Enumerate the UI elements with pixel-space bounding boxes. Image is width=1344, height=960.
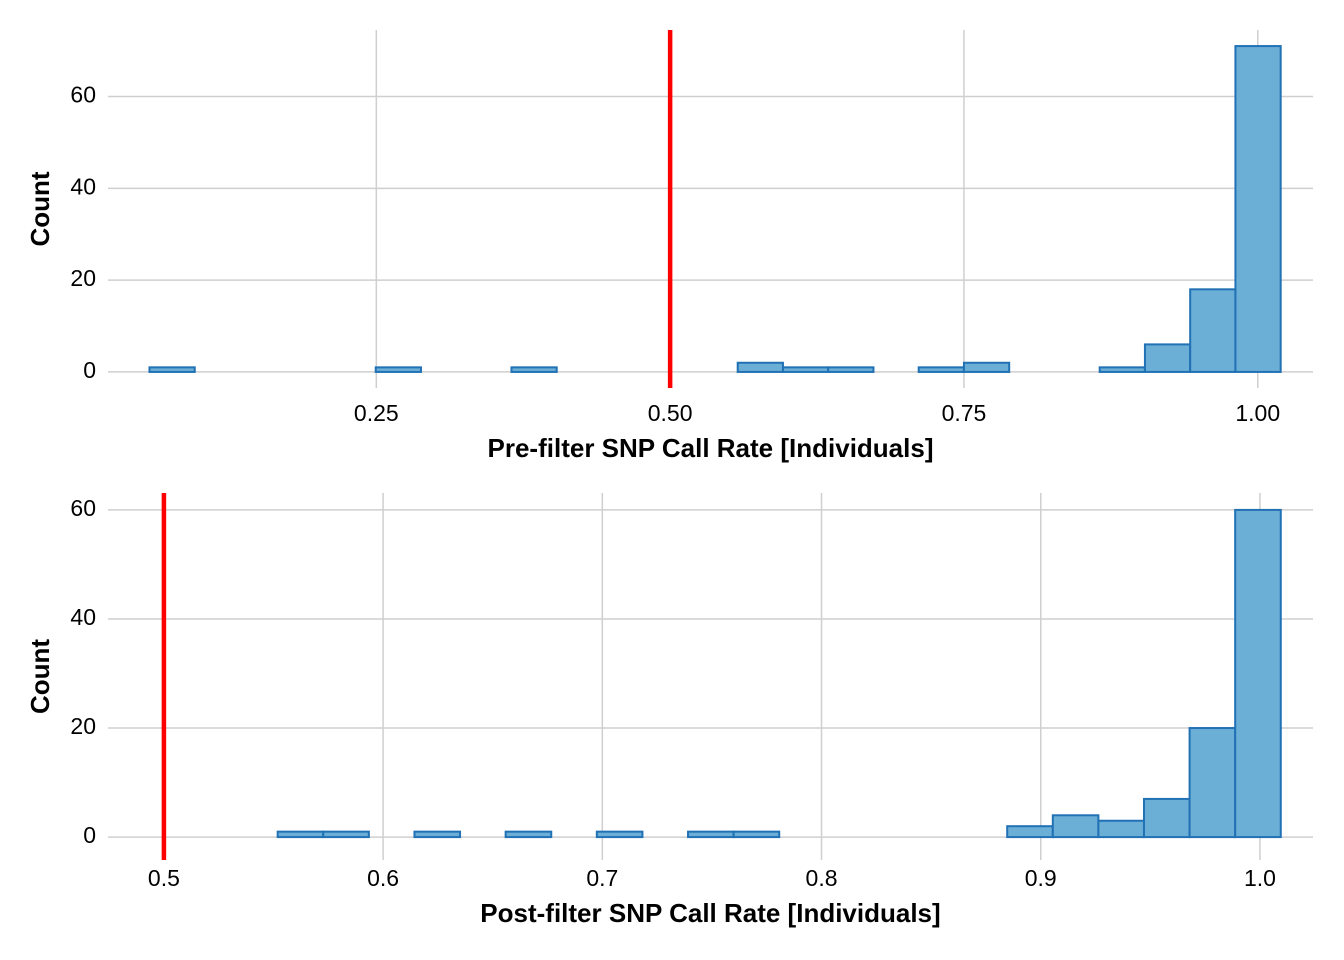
histogram-bar xyxy=(732,830,781,839)
x-tick-label: 0.5 xyxy=(148,865,180,891)
y-tick-label: 60 xyxy=(70,82,96,108)
x-tick-label: 0.6 xyxy=(367,865,399,891)
y-tick-label: 0 xyxy=(83,357,96,383)
histogram-bar xyxy=(322,830,370,839)
histogram-bar xyxy=(1097,819,1145,839)
histogram-bar xyxy=(962,361,1011,373)
histogram-bar xyxy=(413,830,462,839)
histogram-bar xyxy=(374,366,422,373)
histogram-bar xyxy=(1142,797,1191,839)
y-tick-label: 40 xyxy=(70,604,96,630)
y-tick-label: 20 xyxy=(70,265,96,291)
x-tick-label: 0.9 xyxy=(1025,865,1057,891)
histogram-bar xyxy=(276,830,325,839)
x-tick-label: 0.7 xyxy=(586,865,618,891)
y-tick-label: 40 xyxy=(70,173,96,199)
histogram-bar xyxy=(827,366,875,373)
histogram-bar xyxy=(781,366,830,373)
y-tick-label: 20 xyxy=(70,713,96,739)
y-axis-title: Count xyxy=(25,171,55,246)
histogram-bar xyxy=(736,361,784,373)
histogram-bar xyxy=(1051,814,1100,839)
histogram-bar xyxy=(1188,727,1237,839)
y-tick-label: 0 xyxy=(83,822,96,848)
histogram-bar xyxy=(504,830,553,839)
y-axis-title: Count xyxy=(25,639,55,714)
x-axis-title: Pre-filter SNP Call Rate [Individuals] xyxy=(488,433,934,463)
histogram-bar xyxy=(1234,508,1282,839)
x-tick-label: 1.00 xyxy=(1235,400,1280,426)
histogram-bar xyxy=(687,830,735,839)
histogram-bar xyxy=(595,830,644,839)
histogram-bar xyxy=(510,366,558,373)
histogram-bar xyxy=(1189,288,1237,373)
x-tick-label: 1.0 xyxy=(1244,865,1276,891)
histogram-bar xyxy=(917,366,965,373)
x-tick-label: 0.75 xyxy=(942,400,987,426)
x-axis-title: Post-filter SNP Call Rate [Individuals] xyxy=(480,898,940,928)
y-tick-label: 60 xyxy=(70,495,96,521)
histogram-bar xyxy=(1006,825,1054,839)
x-tick-label: 0.50 xyxy=(648,400,693,426)
histogram-bar xyxy=(148,366,196,373)
histogram-bar xyxy=(1098,366,1146,373)
histogram-bar xyxy=(1234,45,1282,373)
x-tick-label: 0.8 xyxy=(806,865,838,891)
histogram-bar xyxy=(1143,343,1192,373)
x-tick-label: 0.25 xyxy=(354,400,399,426)
